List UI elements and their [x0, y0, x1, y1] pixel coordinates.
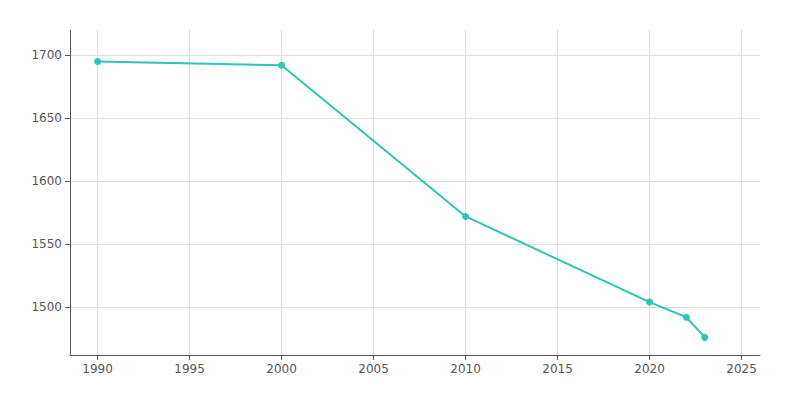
svg-text:2015: 2015: [542, 362, 573, 376]
svg-text:2005: 2005: [358, 362, 389, 376]
svg-text:1990: 1990: [82, 362, 113, 376]
svg-text:2010: 2010: [450, 362, 481, 376]
svg-text:1600: 1600: [31, 174, 62, 188]
svg-text:1700: 1700: [31, 48, 62, 62]
svg-text:1650: 1650: [31, 111, 62, 125]
svg-text:2020: 2020: [634, 362, 665, 376]
svg-text:2000: 2000: [266, 362, 297, 376]
svg-text:2025: 2025: [726, 362, 757, 376]
svg-text:1550: 1550: [31, 237, 62, 251]
svg-text:1500: 1500: [31, 300, 62, 314]
svg-text:1995: 1995: [174, 362, 205, 376]
